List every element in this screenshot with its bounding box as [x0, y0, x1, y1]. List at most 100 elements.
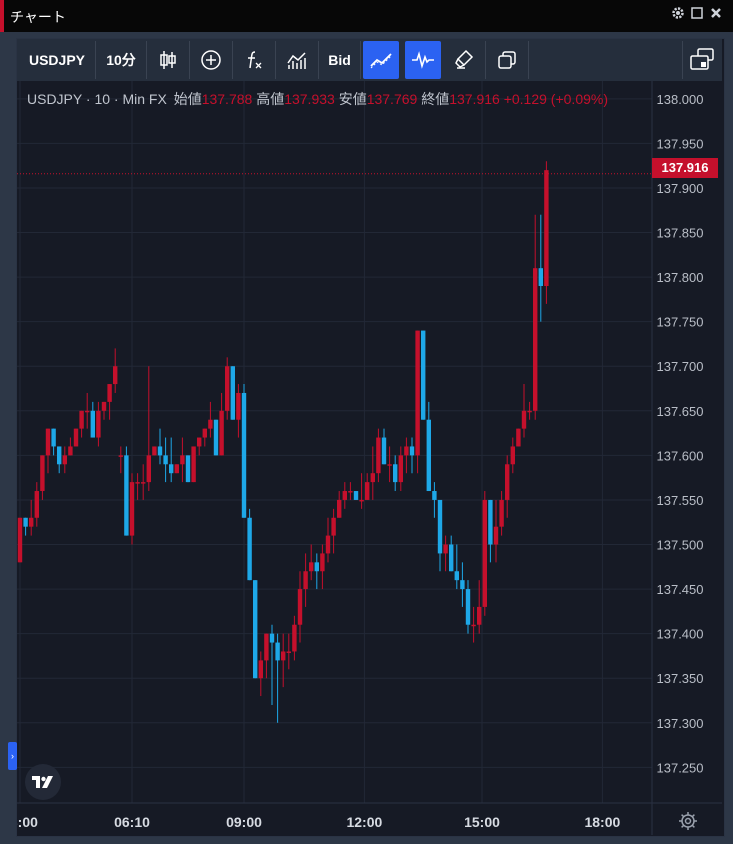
trend-line-icon: [370, 53, 392, 69]
candle-body: [191, 446, 196, 483]
candle-body: [236, 392, 241, 420]
tradingview-logo[interactable]: [25, 764, 61, 800]
gear-icon[interactable]: [670, 6, 686, 24]
copy-icon: [498, 51, 516, 69]
candle-body: [521, 410, 527, 429]
y-axis-label: 137.350: [657, 671, 704, 686]
y-axis-label: 137.400: [657, 627, 704, 642]
legend-high-value: 137.933: [284, 91, 335, 107]
candle-body: [163, 455, 168, 465]
candle-body: [297, 589, 303, 625]
candle-body: [325, 535, 331, 554]
legend-low-label: 安値: [338, 91, 367, 107]
candle-body: [415, 330, 420, 456]
candle-body: [376, 437, 381, 474]
legend-symbol: USDJPY: [27, 91, 82, 107]
candle-body: [29, 517, 34, 527]
legend-interval: 10: [94, 91, 111, 107]
maximize-icon[interactable]: [689, 6, 705, 24]
chart-legend: USDJPY · 10 · Min FX 始値137.788 高値137.933…: [27, 89, 608, 109]
tradingview-logo-icon: [32, 776, 53, 788]
candle-body: [174, 464, 179, 474]
candle-body: [118, 455, 123, 457]
legend-separator: ·: [85, 91, 91, 107]
current-price-tag: 137.916: [652, 158, 718, 178]
symbol-label: USDJPY: [28, 52, 86, 68]
candle-body: [157, 446, 163, 456]
legend-change: +0.129 (+0.09%): [503, 91, 608, 107]
legend-high-label: 高値: [256, 91, 285, 107]
candle-body: [57, 446, 62, 465]
x-axis-label: 06:10: [114, 814, 150, 830]
compare-button[interactable]: [190, 41, 233, 79]
candle-body: [247, 517, 252, 581]
side-panel-toggle[interactable]: ›: [8, 742, 17, 770]
candle-body: [465, 589, 471, 625]
templates-button[interactable]: [276, 41, 319, 79]
candle-body: [348, 491, 353, 493]
candle-body: [527, 410, 532, 413]
candle-body: [213, 419, 219, 456]
candle-body: [331, 517, 336, 536]
title-accent: [0, 0, 4, 32]
y-axis-label: 137.950: [657, 136, 704, 151]
candle-body: [365, 482, 370, 500]
candle-body: [230, 366, 235, 420]
candle-body: [353, 491, 359, 500]
interval-button[interactable]: 10分: [96, 41, 147, 79]
candle-body: [337, 499, 342, 518]
candle-body: [202, 428, 207, 438]
candle-body: [219, 410, 224, 456]
candle-body: [85, 410, 90, 413]
candle-body: [241, 392, 247, 518]
candle-body: [320, 553, 325, 572]
candle-body: [253, 580, 258, 679]
close-icon[interactable]: [708, 6, 724, 24]
candle-body: [34, 491, 39, 518]
candle-body: [533, 268, 538, 411]
waveform-button[interactable]: [405, 41, 441, 79]
price-chart[interactable]: 138.000 137.950 137.900 137.850 137.800 137.7…: [17, 81, 722, 835]
candle-body: [129, 482, 135, 536]
candle-body: [409, 446, 415, 456]
clear-drawings-button[interactable]: [443, 41, 486, 79]
legend-source: Min FX: [122, 91, 167, 107]
bid-button[interactable]: Bid: [319, 41, 361, 79]
candle-body: [17, 517, 23, 563]
candle-body: [342, 491, 347, 500]
candle-body: [90, 410, 95, 438]
candle-body: [437, 499, 443, 554]
window-title: チャート: [10, 9, 66, 25]
candle-body: [141, 482, 146, 484]
y-axis-label: 137.550: [657, 493, 704, 508]
candle-body: [488, 499, 493, 545]
clone-button[interactable]: [486, 41, 529, 79]
candle-body: [124, 455, 129, 536]
interval-label: 10分: [106, 52, 136, 68]
fx-icon: [248, 51, 262, 69]
layout-button[interactable]: [682, 41, 720, 79]
candle-body: [381, 437, 387, 465]
trend-line-button[interactable]: [363, 41, 399, 79]
chart-settings-gear-icon[interactable]: [677, 810, 699, 832]
chart-type-button[interactable]: [147, 41, 190, 79]
candle-body: [135, 482, 140, 484]
candle-body: [449, 544, 454, 572]
candle-body: [303, 571, 308, 590]
candle-body: [68, 446, 73, 456]
candle-body: [499, 499, 504, 527]
candle-body: [493, 526, 499, 545]
candle-body: [62, 455, 67, 465]
candle-body: [197, 437, 202, 447]
title-bar: チャート: [0, 0, 733, 32]
y-axis-label: 137.750: [657, 315, 704, 330]
candle-body: [180, 455, 185, 465]
candle-body: [314, 562, 319, 572]
indicators-button[interactable]: [233, 41, 276, 79]
legend-separator: ·: [113, 91, 119, 107]
candle-body: [516, 428, 521, 447]
plus-circle-icon: [201, 50, 221, 70]
candle-body: [454, 571, 459, 581]
symbol-button[interactable]: USDJPY: [19, 41, 96, 79]
y-axis-label: 137.900: [657, 181, 704, 196]
